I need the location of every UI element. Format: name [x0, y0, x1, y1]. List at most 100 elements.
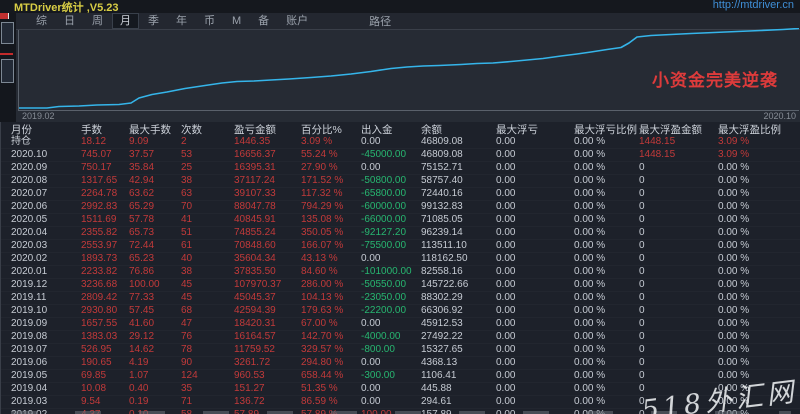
- table-cell: 37117.24: [234, 175, 275, 186]
- column-header[interactable]: 手数: [81, 124, 102, 136]
- menu-item-账户[interactable]: 账户: [286, 15, 309, 27]
- table-cell: 2020.02: [11, 253, 48, 264]
- column-header[interactable]: 次数: [181, 124, 202, 136]
- equity-curve: [19, 28, 799, 109]
- table-row[interactable]: 2020.02 1893.73 65.23 40 35604.34 43.13 % 0.00…: [1, 253, 800, 266]
- table-cell: 0.00 %: [718, 201, 750, 212]
- table-cell: 0.00 %: [574, 279, 606, 290]
- column-header[interactable]: 百分比%: [301, 124, 342, 136]
- table-row[interactable]: 2019.07 526.95 14.62 78 11759.52 329.57 % -800…: [1, 344, 800, 357]
- table-cell: 0.00 %: [574, 136, 606, 147]
- menu-item-周[interactable]: 周: [92, 15, 103, 27]
- table-cell: 145722.66: [421, 279, 469, 290]
- table-cell: 4.19: [129, 357, 149, 368]
- table-row[interactable]: 2020.10 745.07 37.57 53 16656.37 55.24 % -4500…: [1, 149, 800, 162]
- menu-path-label[interactable]: 路径: [369, 16, 392, 28]
- table-cell: 0.00: [496, 175, 516, 186]
- table-cell: 61: [181, 240, 193, 251]
- table-cell: 0.00: [361, 318, 381, 329]
- table-cell: 2020.06: [11, 201, 48, 212]
- table-cell: 0.00 %: [718, 318, 750, 329]
- table-cell: 0.00 %: [574, 201, 606, 212]
- table-cell: 107970.37: [234, 279, 282, 290]
- table-cell: 45: [181, 292, 193, 303]
- table-cell: 76: [181, 331, 193, 342]
- table-cell: 65.73: [129, 227, 155, 238]
- table-cell: 15327.65: [421, 344, 463, 355]
- table-cell: 66306.92: [421, 305, 463, 316]
- menu-item-月[interactable]: 月: [112, 13, 139, 29]
- table-row[interactable]: 2020.01 2233.82 76.86 38 37835.50 84.60 % -101…: [1, 266, 800, 279]
- table-row[interactable]: 2020.05 1511.69 57.78 41 40845.91 135.08 % -66…: [1, 214, 800, 227]
- table-cell: 0.00: [496, 266, 516, 277]
- menu-item-综[interactable]: 综: [36, 15, 47, 27]
- table-row[interactable]: 2020.04 2355.82 65.73 51 74855.24 350.05 % -92…: [1, 227, 800, 240]
- table-cell: 68: [181, 305, 193, 316]
- table-cell: 2020.08: [11, 175, 48, 186]
- table-cell: 0.00 %: [574, 396, 606, 407]
- column-header[interactable]: 最大浮亏比例: [574, 124, 637, 136]
- table-row[interactable]: 2019.06 190.65 4.19 90 3261.72 294.80 % 0.00 43…: [1, 357, 800, 370]
- table-cell: 142.70 %: [301, 331, 344, 342]
- table-cell: 29.12: [129, 331, 155, 342]
- chart-plot-area: [18, 28, 799, 111]
- table-cell: -300.00: [361, 370, 395, 381]
- table-row[interactable]: 2019.11 2809.42 77.33 45 45045.37 104.13 % -23…: [1, 292, 800, 305]
- menu-item-币[interactable]: 币: [204, 15, 215, 27]
- table-cell: 118162.50: [421, 253, 468, 264]
- website-link[interactable]: http://mtdriver.cn: [712, 0, 794, 11]
- table-cell: 65.23: [129, 253, 155, 264]
- column-header[interactable]: 盈亏金额: [234, 124, 276, 136]
- table-cell: 40845.91: [234, 214, 276, 225]
- table-row[interactable]: 持仓 18.12 9.09 2 1446.35 3.09 % 0.00 46809.08 0.0…: [1, 136, 800, 149]
- table-row[interactable]: 2020.03 2553.97 72.44 61 70848.60 166.07 % -75…: [1, 240, 800, 253]
- table-cell: 88302.29: [421, 292, 463, 303]
- clipped-row: [11, 411, 791, 414]
- table-cell: 0.00 %: [574, 305, 606, 316]
- column-header[interactable]: 最大浮亏: [496, 124, 538, 136]
- window-corner-icon: [0, 13, 9, 19]
- menu-item-日[interactable]: 日: [64, 15, 75, 27]
- column-header[interactable]: 最大浮盈金额: [639, 124, 702, 136]
- menu-bar: 综 日 周月季 年 币 M 备 账户 路径: [16, 13, 800, 30]
- table-cell: 0.00 %: [574, 370, 606, 381]
- column-header[interactable]: 出入金: [361, 124, 393, 136]
- stats-table: 月份 手数 最大手数 次数 盈亏金额 百分比% 出入金 余额 最大浮亏 最大浮亏比例 最大浮盈金额 最…: [0, 122, 800, 414]
- column-header[interactable]: 最大手数: [129, 124, 171, 136]
- table-cell: 0.19: [129, 396, 149, 407]
- table-row[interactable]: 2019.12 3236.68 100.00 45 107970.37 286.00 % -…: [1, 279, 800, 292]
- table-row[interactable]: 2020.09 750.17 35.84 25 16395.31 27.90 % 0.00 7…: [1, 162, 800, 175]
- column-header[interactable]: 最大浮盈比例: [718, 124, 781, 136]
- table-row[interactable]: 2019.05 69.85 1.07 124 960.53 658.44 % -300.00…: [1, 370, 800, 383]
- table-row[interactable]: 2019.10 2930.80 57.45 68 42594.39 179.63 % -22…: [1, 305, 800, 318]
- table-cell: 2264.78: [81, 188, 118, 199]
- table-cell: -800.00: [361, 344, 395, 355]
- menu-item-年[interactable]: 年: [176, 15, 187, 27]
- menu-item-季[interactable]: 季: [148, 15, 159, 27]
- table-row[interactable]: 2020.08 1317.65 42.94 38 37117.24 171.52 % -50…: [1, 175, 800, 188]
- table-cell: 40: [181, 253, 193, 264]
- table-cell: 960.53: [234, 370, 265, 381]
- table-cell: 0.00 %: [718, 344, 750, 355]
- table-cell: 794.29 %: [301, 201, 344, 212]
- table-cell: 0.00 %: [718, 266, 750, 277]
- table-cell: 445.88: [421, 383, 452, 394]
- table-cell: 1106.41: [421, 370, 457, 381]
- column-header[interactable]: 余额: [421, 124, 442, 136]
- chart-annotation: 小资金完美逆袭: [652, 71, 778, 90]
- table-row[interactable]: 2020.07 2264.78 63.62 63 39107.33 117.32 % -65…: [1, 188, 800, 201]
- table-cell: 71085.05: [421, 214, 463, 225]
- table-cell: 72440.16: [421, 188, 463, 199]
- table-cell: 0: [639, 266, 645, 277]
- column-header[interactable]: 月份: [11, 124, 32, 136]
- table-row[interactable]: 2019.03 9.54 0.19 71 136.72 86.59 % 0.00 294.61…: [1, 396, 800, 409]
- table-cell: 2930.80: [81, 305, 118, 316]
- table-row[interactable]: 2019.08 1383.03 29.12 76 16164.57 142.70 % -40…: [1, 331, 800, 344]
- menu-item-M[interactable]: M: [232, 15, 242, 27]
- table-cell: 0: [639, 370, 645, 381]
- table-row[interactable]: 2020.06 2992.83 65.29 70 88047.78 794.29 % -60…: [1, 201, 800, 214]
- table-row[interactable]: 2019.04 10.08 0.40 35 151.27 51.35 % 0.00 445.8…: [1, 383, 800, 396]
- table-cell: 0.00 %: [574, 292, 606, 303]
- menu-item-备[interactable]: 备: [258, 15, 270, 27]
- table-row[interactable]: 2019.09 1657.55 41.60 47 18420.31 67.00 % 0.00…: [1, 318, 800, 331]
